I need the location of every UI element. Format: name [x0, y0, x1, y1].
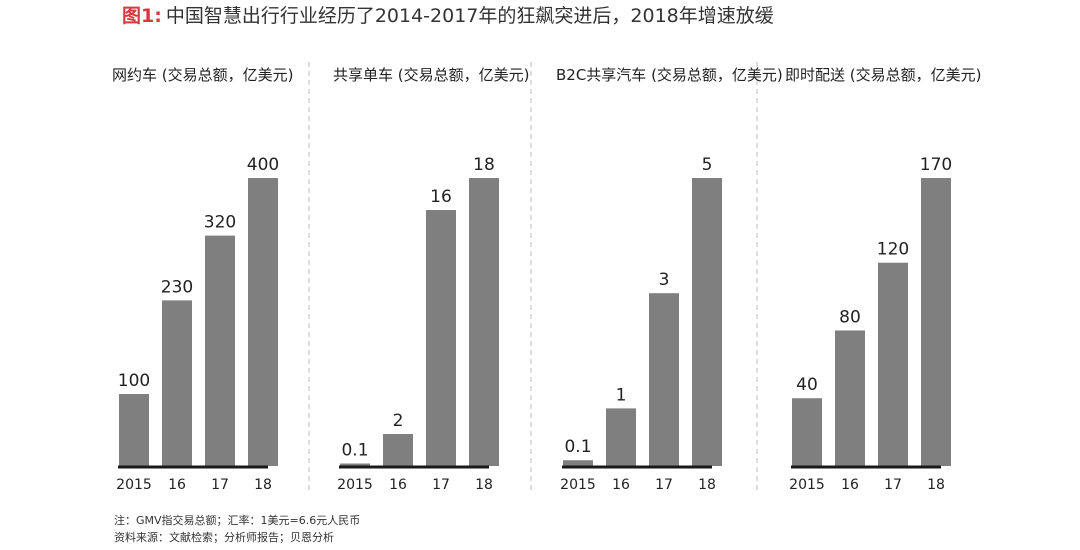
figure-label: 图1: — [122, 5, 162, 27]
panel-3-title: B2C共享汽车 (交易总额，亿美元) — [556, 66, 783, 84]
panel-2-value-label-17: 16 — [430, 187, 452, 207]
panel-4-value-label-2015: 40 — [796, 375, 818, 395]
panel-3-value-label-18: 5 — [702, 155, 713, 175]
panel-2-bar-18 — [469, 178, 499, 466]
panel-4-tick-label-2015: 2015 — [789, 477, 825, 493]
panel-2-tick-label-16: 16 — [389, 477, 407, 493]
panel-1-value-label-17: 320 — [204, 213, 236, 233]
panel-2-title: 共享单车 (交易总额，亿美元) — [333, 66, 529, 84]
panel-1-bar-18 — [248, 178, 278, 466]
panel-4-value-label-18: 170 — [920, 155, 952, 175]
footnotes: 注：GMV指交易总额；汇率：1美元=6.6元人民币 资料来源：文献检索；分析师报… — [114, 512, 360, 546]
figure-title: 图1: 中国智慧出行行业经历了2014-2017年的狂飙突进后，2018年增速放缓 — [122, 1, 774, 31]
panel-1-title: 网约车 (交易总额，亿美元) — [112, 66, 293, 84]
panel-1-bar-2015 — [119, 394, 149, 466]
panel-3-tick-label-16: 16 — [612, 477, 630, 493]
panel-1-tick-label-2015: 2015 — [116, 477, 152, 493]
panel-2-bar-16 — [383, 434, 413, 466]
panel-3-value-label-17: 3 — [659, 270, 670, 290]
panel-4-bar-17 — [878, 262, 908, 466]
panel-1-value-label-16: 230 — [161, 277, 193, 297]
panel-2-value-label-18: 18 — [473, 155, 495, 175]
panel-3-tick-label-18: 18 — [698, 477, 716, 493]
panel-2-value-label-2015: 0.1 — [341, 441, 368, 461]
panel-4-value-label-16: 80 — [839, 307, 861, 327]
panel-4-bar-16 — [835, 330, 865, 466]
panel-1-bar-16 — [162, 300, 192, 466]
chart-panels: 网约车 (交易总额，亿美元) 100 2015 230 16 320 17 400 18 共享单车… — [112, 62, 981, 493]
panel-4-tick-label-17: 17 — [884, 477, 902, 493]
footnote-note: 注：GMV指交易总额；汇率：1美元=6.6元人民币 — [114, 514, 361, 527]
footnote-source: 资料来源：文献检索；分析师报告；贝恩分析 — [114, 531, 334, 544]
panel-3-value-label-16: 1 — [616, 385, 627, 405]
panel-2-value-label-16: 2 — [393, 411, 404, 431]
panel-4-title: 即时配送 (交易总额，亿美元) — [785, 66, 981, 84]
panel-2-tick-label-18: 18 — [475, 477, 493, 493]
panel-3-tick-label-17: 17 — [655, 477, 673, 493]
panel-3-bar-2015 — [563, 460, 593, 466]
panel-3-tick-label-2015: 2015 — [560, 477, 596, 493]
panel-4-tick-label-18: 18 — [927, 477, 945, 493]
panel-1-tick-label-17: 17 — [211, 477, 229, 493]
panel-2-bar-2015 — [340, 463, 370, 466]
panel-1-tick-label-18: 18 — [254, 477, 272, 493]
panel-4-bar-18 — [921, 178, 951, 466]
panel-1-value-label-2015: 100 — [118, 371, 150, 391]
panel-3-value-label-2015: 0.1 — [564, 437, 591, 457]
panel-4-bar-2015 — [792, 398, 822, 466]
panel-3-bar-16 — [606, 408, 636, 466]
panel-3-bar-18 — [692, 178, 722, 466]
panel-3-bar-17 — [649, 293, 679, 466]
panel-4-value-label-17: 120 — [877, 240, 909, 260]
panel-1-bar-17 — [205, 235, 235, 466]
panel-2-tick-label-17: 17 — [432, 477, 450, 493]
panel-1-tick-label-16: 16 — [168, 477, 186, 493]
figure-title-text: 中国智慧出行行业经历了2014-2017年的狂飙突进后，2018年增速放缓 — [165, 5, 774, 27]
panel-4-tick-label-16: 16 — [841, 477, 859, 493]
panel-2-bar-17 — [426, 210, 456, 466]
panel-2-tick-label-2015: 2015 — [337, 477, 373, 493]
panel-1-value-label-18: 400 — [247, 155, 279, 175]
